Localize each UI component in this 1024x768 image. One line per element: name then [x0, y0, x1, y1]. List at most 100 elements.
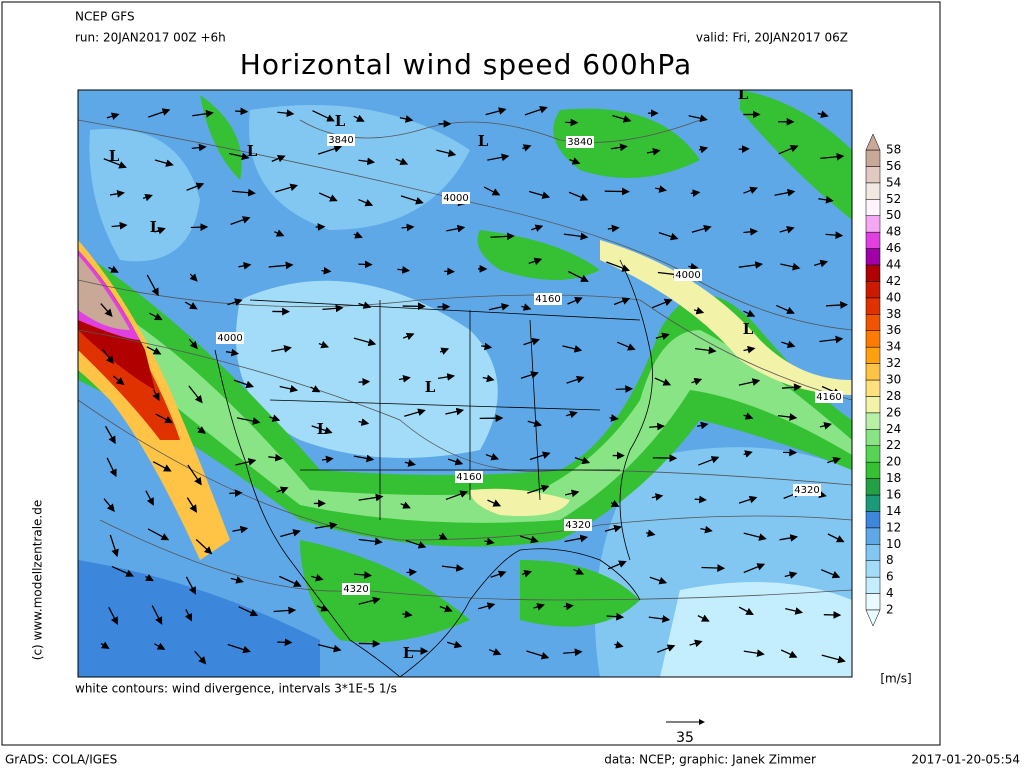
wind-arrow — [273, 606, 297, 615]
wind-arrow — [562, 345, 583, 353]
wind-arrow — [743, 649, 765, 658]
colorbar-label: 46 — [886, 241, 901, 255]
colorbar-bin — [865, 494, 881, 512]
wind-arrow — [103, 158, 127, 169]
colorbar-bin — [865, 478, 881, 496]
wind-arrow — [612, 115, 632, 123]
colorbar-bin — [865, 314, 881, 331]
wind-arrow — [609, 414, 619, 422]
wind-arrow — [527, 484, 550, 494]
colorbar-bin — [865, 379, 881, 397]
colorbar-bin — [865, 166, 881, 184]
wind-arrow — [185, 576, 197, 595]
colorbar-bin — [865, 248, 881, 266]
wind-arrow — [312, 110, 335, 122]
colorbar-bin — [865, 182, 881, 200]
contour-label-box — [534, 293, 562, 305]
wind-arrow — [520, 371, 539, 379]
wind-arrow — [145, 490, 154, 506]
divergence-note: white contours: wind divergence, interva… — [75, 682, 397, 696]
wind-arrow — [399, 115, 414, 123]
wind-arrow — [111, 565, 134, 577]
low-pressure-mark: L — [478, 132, 489, 150]
wind-arrow — [186, 182, 205, 191]
wind-arrow — [574, 456, 591, 465]
wind-arrow — [187, 464, 202, 486]
wind-arrow — [654, 377, 672, 386]
timestamp: 2017-01-20-05:54 — [911, 753, 1020, 767]
colorbar-label: 22 — [886, 438, 901, 452]
wind-arrow — [568, 191, 589, 201]
wind-arrow — [617, 341, 636, 351]
wind-arrow — [607, 224, 620, 233]
low-pressure-mark: L — [743, 320, 754, 338]
colorbar-label: 14 — [886, 504, 901, 518]
wind-arrow — [567, 296, 583, 305]
wind-arrow — [188, 338, 198, 350]
contour-label: 4320 — [794, 485, 819, 496]
wind-arrow — [490, 570, 507, 578]
wind-arrow — [321, 266, 332, 275]
wind-arrow — [526, 650, 550, 660]
wind-arrow — [358, 198, 374, 207]
wind-arrow — [184, 301, 198, 310]
colorbar-label: 24 — [886, 422, 901, 436]
low-pressure-mark: L — [738, 85, 749, 103]
wind-arrow — [521, 303, 532, 311]
low-pressure-mark: L — [109, 147, 120, 165]
wind-arrow — [225, 348, 240, 357]
wind-arrow — [100, 303, 113, 317]
wind-arrow — [238, 606, 259, 617]
wind-arrow — [152, 461, 172, 472]
wind-arrow — [785, 607, 804, 615]
wind-arrow — [146, 274, 159, 297]
wind-arrow — [271, 155, 286, 163]
wind-arrow — [821, 654, 846, 664]
colorbar-label: 40 — [886, 290, 901, 304]
wind-arrow — [106, 112, 120, 121]
wind-arrow — [569, 157, 581, 165]
wind-arrow — [316, 604, 330, 612]
wind-arrow — [103, 498, 115, 512]
contour-label-box — [674, 269, 702, 281]
contour-label-box — [566, 136, 594, 148]
colorbar-label: 32 — [886, 356, 901, 370]
colorbar-bin — [865, 396, 881, 414]
contour-label-box — [564, 519, 592, 531]
contour-label: 4000 — [443, 193, 468, 204]
contour-label: 4000 — [217, 333, 242, 344]
wind-arrow — [648, 615, 671, 623]
wind-arrow — [814, 259, 829, 268]
wind-arrow — [688, 262, 699, 271]
wind-arrow — [154, 159, 174, 167]
wind-arrow — [233, 379, 255, 389]
wind-arrow — [646, 529, 656, 537]
colorbar-bin — [865, 297, 881, 315]
wind-arrow — [818, 195, 834, 204]
wind-arrow — [564, 489, 580, 498]
colorbar-label: 38 — [886, 307, 901, 321]
contour-label: 4000 — [675, 270, 700, 281]
wind-arrow — [111, 221, 128, 230]
wind-arrow — [655, 185, 667, 193]
wind-arrow — [271, 345, 292, 353]
wind-arrow — [691, 377, 703, 386]
wind-arrow — [192, 109, 214, 118]
low-pressure-mark: L — [247, 142, 258, 160]
wind-arrow — [521, 569, 533, 578]
wind-arrow — [527, 419, 543, 427]
colorbar-label: 54 — [886, 175, 901, 189]
wind-arrow — [106, 457, 117, 478]
colorbar-label: 52 — [886, 192, 901, 206]
wind-arrow — [358, 418, 370, 426]
wind-arrow — [227, 298, 243, 306]
colorbar-label: 26 — [886, 405, 901, 419]
wind-arrow — [780, 649, 798, 658]
wind-arrow — [405, 539, 427, 549]
wind-arrow — [142, 193, 153, 202]
wind-arrow — [230, 576, 244, 584]
wind-arrow — [819, 422, 832, 430]
wind-arrow — [488, 303, 510, 311]
wind-arrow — [484, 537, 495, 546]
